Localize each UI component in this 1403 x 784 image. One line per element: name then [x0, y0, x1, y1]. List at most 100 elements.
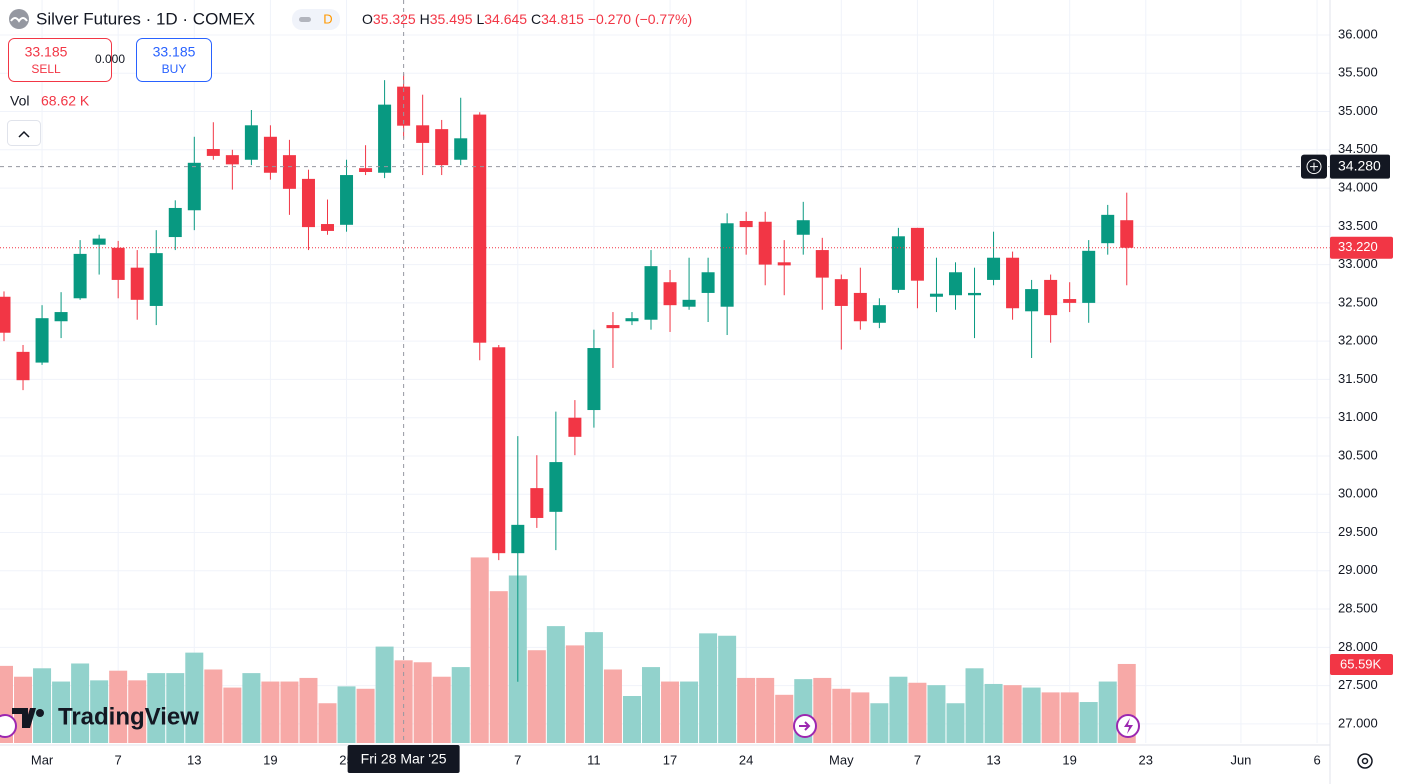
y-tick-label: 34.500	[1338, 141, 1378, 156]
volume-bar	[1060, 692, 1079, 743]
volume-bar	[756, 677, 775, 743]
ohlc-letter: C	[531, 11, 541, 27]
volume-bar	[699, 633, 718, 743]
symbol-logo-mark	[10, 17, 28, 23]
candle-body	[187, 162, 201, 211]
axis-layer: 27.000 27.500 28.000 28.500 29.000 29.500 30.0…	[31, 26, 1393, 773]
candle-body	[1006, 257, 1020, 309]
candle-body	[739, 220, 753, 228]
collapse-icon	[18, 130, 30, 138]
volume-bar	[965, 668, 984, 743]
volume-bar	[166, 673, 185, 743]
x-tick-label: 7	[914, 752, 921, 767]
volume-bar	[851, 692, 870, 743]
candle-body	[225, 155, 239, 165]
candle-body	[606, 325, 620, 329]
crosshair-add-plus	[1310, 162, 1318, 171]
crosshair-add-icon	[1306, 159, 1322, 175]
ohlc-letter: O	[362, 11, 373, 27]
settings-icon-center	[1361, 757, 1369, 765]
y-tick-label: 34.000	[1338, 180, 1378, 195]
x-tick-label: 24	[739, 752, 753, 767]
change: −0.270	[588, 11, 631, 27]
volume-bar	[642, 667, 661, 743]
candle-body	[587, 348, 601, 411]
volume-tag-label: 65.59K	[1340, 656, 1382, 671]
badge[interactable]: D	[323, 11, 332, 26]
candle-body	[435, 129, 449, 166]
volume-bar	[584, 632, 603, 743]
candle-body	[168, 207, 182, 238]
x-tick-label: 6	[1313, 752, 1320, 767]
ohlc-value: 34.645	[484, 11, 527, 27]
watermark-logo	[12, 708, 36, 728]
volume-bar	[546, 626, 565, 743]
candle-body	[720, 223, 734, 307]
candle-body	[644, 266, 658, 320]
spread: 0.000	[95, 52, 125, 66]
volume-bar	[451, 667, 470, 743]
crosshair-price-label: 34.280	[1338, 157, 1381, 173]
volume-bar	[1098, 681, 1117, 743]
y-tick-label: 27.500	[1338, 677, 1378, 692]
volume-bar	[318, 703, 337, 743]
volume-bar	[261, 681, 280, 743]
volume-tag	[1330, 653, 1393, 675]
badge-bg	[292, 9, 340, 30]
x-tick-label: 13	[986, 752, 1000, 767]
volume-bar	[109, 670, 128, 743]
candle-body	[701, 272, 715, 293]
candle-body	[1120, 220, 1134, 248]
candle-body	[796, 220, 810, 235]
volume-bar	[280, 681, 299, 743]
volume-bar	[927, 685, 946, 743]
volume-bar	[128, 680, 147, 743]
x-tick-label: 13	[187, 752, 201, 767]
candle-body	[206, 149, 220, 156]
buy-label: BUY	[162, 62, 187, 76]
y-tick-label: 33.500	[1338, 218, 1378, 233]
candle-body	[35, 318, 49, 363]
candle-body	[92, 238, 106, 245]
crosshair-price-tag	[1330, 154, 1390, 179]
candle-body	[1082, 250, 1096, 303]
volume-bar	[71, 663, 90, 743]
candle-body	[568, 417, 582, 437]
candle-body	[1025, 289, 1039, 312]
settings-icon[interactable]	[1357, 753, 1373, 769]
candle-body	[815, 250, 829, 278]
x-tick-label: 11	[587, 752, 601, 767]
volume-bar	[737, 677, 756, 743]
event-icon-glyph	[799, 721, 811, 731]
event-icon[interactable]	[0, 714, 17, 738]
y-tick-label: 29.500	[1338, 524, 1378, 539]
y-tick-label: 31.500	[1338, 371, 1378, 386]
buy-button[interactable]	[136, 38, 212, 82]
symbol-title[interactable]: Silver Futures · 1D · COMEX	[36, 9, 255, 28]
candle-body	[948, 272, 962, 296]
candle-body	[834, 279, 848, 306]
grid-layer	[0, 0, 1330, 743]
volume-bar	[52, 681, 71, 743]
volume-bar	[1041, 692, 1060, 743]
candle-body	[1101, 214, 1115, 244]
volume-bar	[527, 650, 546, 743]
candle-body	[301, 178, 315, 228]
y-tick-label: 32.000	[1338, 333, 1378, 348]
volume-layer	[0, 557, 1136, 743]
candle-body	[492, 347, 506, 554]
candle-body	[263, 136, 277, 173]
ohlc-value: 35.495	[430, 11, 473, 27]
y-tick-label: 29.000	[1338, 562, 1378, 577]
y-tick-label: 35.000	[1338, 103, 1378, 118]
event-icon-glyph	[1124, 718, 1133, 734]
last-price-label: 33.220	[1338, 239, 1378, 254]
last-price-tag	[1330, 236, 1393, 259]
candle-body	[682, 299, 696, 307]
sell-button[interactable]	[8, 38, 112, 82]
volume-bar	[870, 703, 889, 743]
candle-layer	[0, 73, 1134, 682]
volume-bar	[223, 687, 242, 743]
x-tick-label: 19	[1062, 752, 1076, 767]
